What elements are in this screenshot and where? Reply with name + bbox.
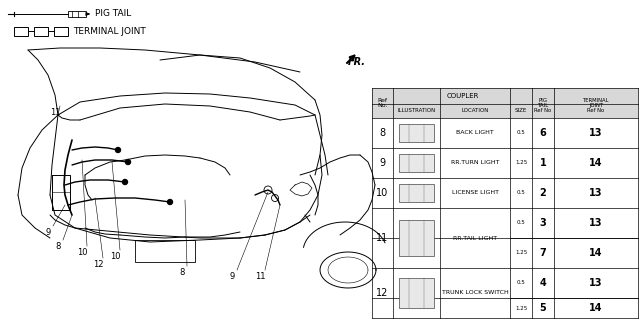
Text: 5: 5 [540,303,547,313]
Text: FR.: FR. [348,57,366,67]
Text: 9: 9 [45,228,51,237]
Text: TRUNK LOCK SWITCH: TRUNK LOCK SWITCH [442,291,508,295]
Text: 13: 13 [589,278,603,288]
Text: 14: 14 [589,303,603,313]
Text: 0.5: 0.5 [516,281,525,285]
Text: 13: 13 [589,188,603,198]
Text: 0.5: 0.5 [516,220,525,226]
Text: 6: 6 [540,128,547,138]
Text: TERMINAL
JOINT: TERMINAL JOINT [583,98,609,108]
Text: PIG
TAIL: PIG TAIL [538,98,548,108]
Text: 13: 13 [589,218,603,228]
Bar [399,124,434,142]
Text: Ref No: Ref No [588,108,605,114]
Text: 14: 14 [589,158,603,168]
Text: 10: 10 [77,248,87,257]
Text: 13: 13 [589,128,603,138]
Bar [68,11,86,17]
Text: Ref
No.: Ref No. [377,98,388,108]
Circle shape [122,180,127,185]
Text: 11: 11 [376,233,388,243]
Bar [372,88,638,318]
Text: LOCATION: LOCATION [461,108,489,114]
Text: 12: 12 [376,288,388,298]
Bar [372,88,638,104]
Bar [14,27,28,36]
Text: 0.5: 0.5 [516,131,525,135]
Text: 8: 8 [55,242,61,251]
Text: 11: 11 [255,272,265,281]
Text: 3: 3 [540,218,547,228]
Text: 8: 8 [380,128,385,138]
Text: 1.25: 1.25 [515,251,527,255]
Text: RR.TURN LIGHT: RR.TURN LIGHT [451,161,499,165]
Text: 10: 10 [109,252,120,261]
Text: 8: 8 [179,268,185,277]
Text: 10: 10 [376,188,388,198]
Bar [399,184,434,202]
Text: 1.25: 1.25 [515,306,527,310]
Bar [399,220,434,256]
Text: LICENSE LIGHT: LICENSE LIGHT [451,190,499,196]
Circle shape [264,186,272,194]
Text: 14: 14 [589,248,603,258]
Circle shape [115,148,120,153]
Text: 4: 4 [540,278,547,288]
Bar [54,27,68,36]
Text: COUPLER: COUPLER [446,93,479,99]
Circle shape [125,159,131,164]
Circle shape [271,195,278,202]
Text: PIG TAIL: PIG TAIL [95,10,131,19]
Text: 12: 12 [93,260,103,269]
Text: ILLUSTRATION: ILLUSTRATION [397,108,436,114]
Text: 0.5: 0.5 [516,190,525,196]
Text: 7: 7 [540,248,547,258]
Text: 9: 9 [229,272,235,281]
Text: Ref No: Ref No [534,108,552,114]
Text: BACK LIGHT: BACK LIGHT [456,131,494,135]
Bar [399,278,434,308]
Bar [135,240,195,262]
Text: TERMINAL JOINT: TERMINAL JOINT [73,27,146,36]
Text: SIZE: SIZE [515,108,527,114]
Text: RR.TAIL LIGHT: RR.TAIL LIGHT [453,236,497,241]
Circle shape [168,199,173,204]
Bar [34,27,48,36]
Bar [399,154,434,172]
Text: 2: 2 [540,188,547,198]
Text: 1.25: 1.25 [515,161,527,165]
Text: 11: 11 [50,108,60,117]
Text: 1: 1 [540,158,547,168]
Text: 9: 9 [380,158,385,168]
Bar [372,104,638,118]
